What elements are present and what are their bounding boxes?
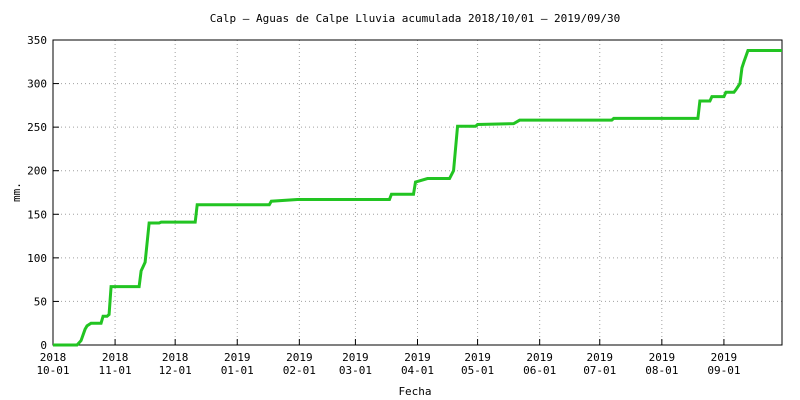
x-tick-label: 2019 05-01 [461, 351, 494, 377]
y-tick-label: 0 [40, 339, 47, 352]
x-tick-label: 2019 04-01 [401, 351, 434, 377]
y-tick-label: 100 [27, 252, 47, 265]
x-tick-label: 2018 10-01 [36, 351, 69, 377]
x-tick-label: 2019 03-01 [339, 351, 372, 377]
x-tick-label: 2019 07-01 [583, 351, 616, 377]
y-tick-label: 350 [27, 34, 47, 47]
x-tick-label: 2019 01-01 [221, 351, 254, 377]
x-tick-label: 2019 08-01 [645, 351, 678, 377]
x-tick-label: 2019 09-01 [707, 351, 740, 377]
y-tick-label: 300 [27, 78, 47, 91]
data-line [53, 48, 782, 347]
chart-title: Calp – Aguas de Calpe Lluvia acumulada 2… [210, 12, 621, 25]
x-tick-label: 2019 02-01 [283, 351, 316, 377]
x-tick-label: 2019 06-01 [523, 351, 556, 377]
x-axis-label: Fecha [398, 385, 431, 398]
y-tick-label: 150 [27, 208, 47, 221]
x-tick-label: 2018 12-01 [159, 351, 192, 377]
x-tick-label: 2018 11-01 [99, 351, 132, 377]
y-tick-label: 250 [27, 121, 47, 134]
y-axis-label: mm. [10, 182, 23, 202]
y-tick-label: 200 [27, 165, 47, 178]
plot-frame [52, 39, 783, 346]
y-tick-label: 50 [34, 295, 47, 308]
